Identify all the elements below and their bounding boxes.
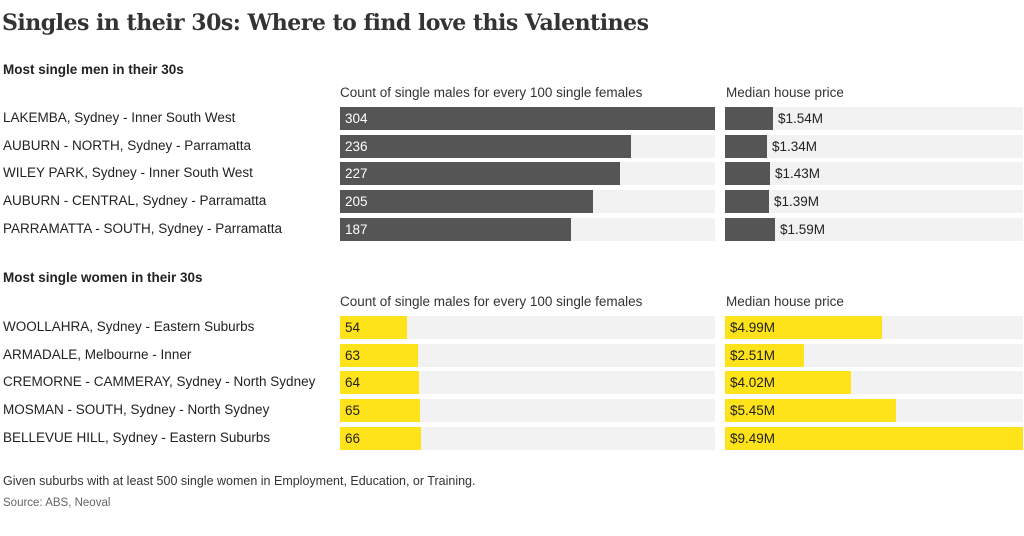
price-track: $1.59M: [725, 218, 1023, 241]
row-label: CREMORNE - CAMMERAY, Sydney - North Sydn…: [3, 374, 316, 389]
count-track: 205: [340, 190, 715, 213]
count-value-label: 63: [345, 348, 361, 363]
price-value-label: $1.59M: [780, 222, 826, 237]
count-track: 64: [340, 371, 715, 394]
price-track: $1.34M: [725, 135, 1023, 158]
count-value-label: 65: [345, 403, 361, 418]
price-bar: [725, 135, 767, 158]
row-label: WOOLLAHRA, Sydney - Eastern Suburbs: [3, 319, 255, 334]
count-value-label: 227: [345, 166, 368, 181]
row-label: WILEY PARK, Sydney - Inner South West: [3, 165, 253, 180]
price-track: $2.51M: [725, 344, 1023, 367]
count-bar: [340, 427, 421, 450]
count-track: 63: [340, 344, 715, 367]
price-bar: [725, 316, 882, 339]
count-bar: [340, 371, 419, 394]
count-value-label: 236: [345, 139, 368, 154]
men-price-header: Median house price: [726, 85, 844, 100]
count-track: 187: [340, 218, 715, 241]
row-label: BELLEVUE HILL, Sydney - Eastern Suburbs: [3, 430, 271, 445]
count-value-label: 187: [345, 222, 368, 237]
price-track: $1.43M: [725, 162, 1023, 185]
price-bar: [725, 218, 775, 241]
count-value-label: 205: [345, 194, 368, 209]
count-track: 54: [340, 316, 715, 339]
price-track: $9.49M: [725, 427, 1023, 450]
price-value-label: $4.02M: [730, 375, 776, 390]
price-value-label: $9.49M: [730, 431, 776, 446]
price-bar: [725, 162, 770, 185]
count-bar: [340, 344, 418, 367]
count-value-label: 54: [345, 320, 361, 335]
price-bar: [725, 107, 773, 130]
price-value-label: $1.34M: [772, 139, 818, 154]
men-section-title: Most single men in their 30s: [3, 62, 184, 77]
men-count-header: Count of single males for every 100 sing…: [340, 85, 643, 100]
price-track: $4.99M: [725, 316, 1023, 339]
count-bar: [340, 218, 571, 241]
price-value-label: $2.51M: [730, 348, 776, 363]
price-value-label: $5.45M: [730, 403, 776, 418]
count-value-label: 64: [345, 375, 361, 390]
price-track: $1.54M: [725, 107, 1023, 130]
price-bar: [725, 344, 804, 367]
count-bar: [340, 162, 620, 185]
row-label: PARRAMATTA - SOUTH, Sydney - Parramatta: [3, 221, 283, 236]
price-bar: [725, 399, 896, 422]
count-track: 65: [340, 399, 715, 422]
women-price-header: Median house price: [726, 294, 844, 309]
price-bar: [725, 427, 1023, 450]
chart-title: Singles in their 30s: Where to find love…: [2, 10, 649, 36]
count-value-label: 66: [345, 431, 361, 446]
price-track: $1.39M: [725, 190, 1023, 213]
count-bar: [340, 135, 631, 158]
row-label: LAKEMBA, Sydney - Inner South West: [3, 110, 236, 125]
row-label: MOSMAN - SOUTH, Sydney - North Sydney: [3, 402, 270, 417]
women-count-header: Count of single males for every 100 sing…: [340, 294, 643, 309]
women-section-title: Most single women in their 30s: [3, 270, 203, 285]
count-bar: [340, 107, 715, 130]
row-label: AUBURN - NORTH, Sydney - Parramatta: [3, 138, 252, 153]
source-note: Source: ABS, Neoval: [3, 497, 111, 509]
price-track: $4.02M: [725, 371, 1023, 394]
count-value-label: 304: [345, 111, 368, 126]
count-track: 304: [340, 107, 715, 130]
price-value-label: $4.99M: [730, 320, 776, 335]
count-track: 66: [340, 427, 715, 450]
count-bar: [340, 190, 593, 213]
row-label: ARMADALE, Melbourne - Inner: [3, 347, 192, 362]
count-track: 236: [340, 135, 715, 158]
count-bar: [340, 316, 407, 339]
price-bar: [725, 190, 769, 213]
price-value-label: $1.43M: [775, 166, 821, 181]
count-bar: [340, 399, 420, 422]
footnote: Given suburbs with at least 500 single w…: [3, 474, 476, 488]
price-value-label: $1.39M: [774, 194, 820, 209]
count-track: 227: [340, 162, 715, 185]
row-label: AUBURN - CENTRAL, Sydney - Parramatta: [3, 193, 267, 208]
price-bar: [725, 371, 851, 394]
price-track: $5.45M: [725, 399, 1023, 422]
price-value-label: $1.54M: [778, 111, 824, 126]
